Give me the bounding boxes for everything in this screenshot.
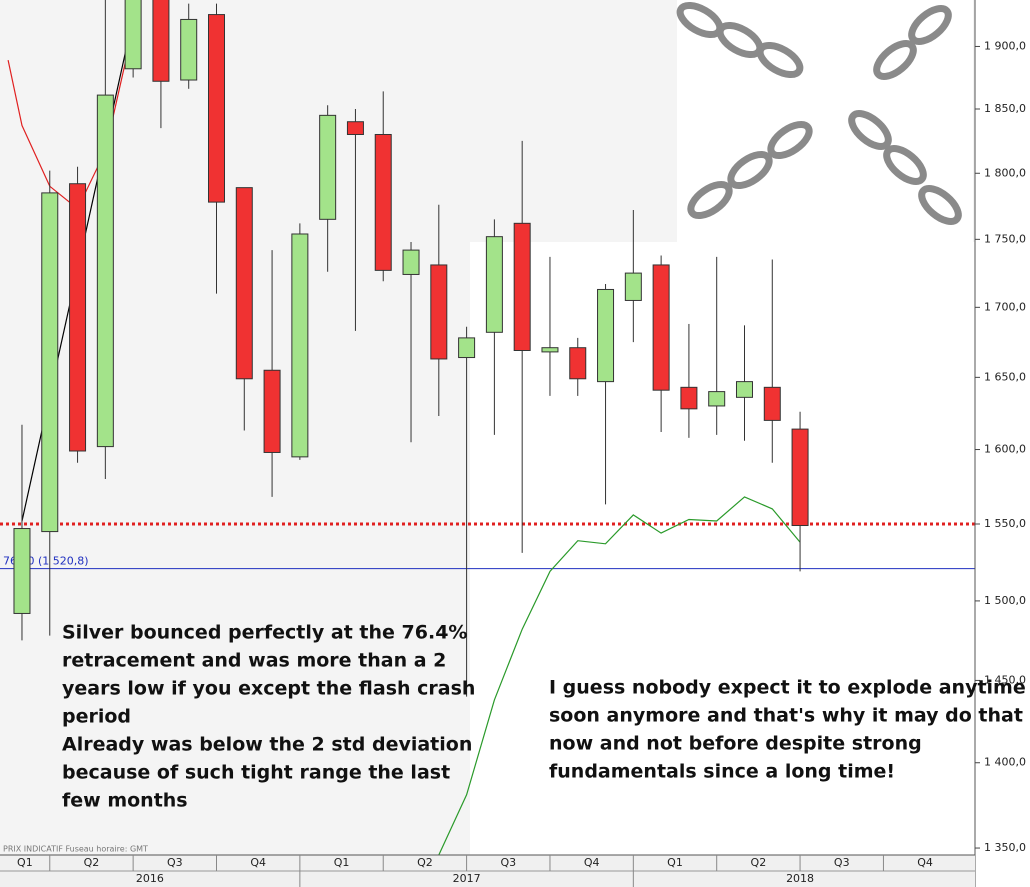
chain-image [676, 0, 973, 242]
x-tick-label: Q3 [167, 856, 183, 869]
y-tick-label: 1 550,0 [984, 517, 1026, 530]
year-label: 2016 [136, 872, 164, 885]
candle-body [708, 391, 726, 407]
candle-body [513, 222, 531, 352]
x-tick-label: Q2 [751, 856, 767, 869]
x-tick-label: Q4 [584, 856, 600, 869]
annotation-line: now and not before despite strong [549, 733, 922, 755]
candle-body [41, 192, 59, 533]
x-tick-label: Q4 [917, 856, 933, 869]
candle-body [541, 347, 559, 353]
year-label: 2017 [453, 872, 481, 885]
annotation-line: years low if you except the flash crash [62, 678, 475, 700]
annotation-line: soon anymore and that's why it may do th… [549, 705, 1023, 727]
candle-body [374, 133, 392, 271]
y-tick-label: 1 500,0 [984, 594, 1026, 607]
plot-area: 76,40 (1 520,8) [0, 0, 975, 855]
annotation-line: fundamentals since a long time! [549, 761, 895, 783]
y-tick-label: 1 850,0 [984, 102, 1026, 115]
plot-background-light [470, 242, 975, 855]
candle-body [680, 386, 698, 410]
candle-body [180, 18, 198, 81]
candle-body [791, 428, 809, 527]
y-tick-label: 1 400,0 [984, 756, 1026, 769]
y-tick-label: 1 750,0 [984, 232, 1026, 245]
indicator-line [438, 496, 801, 855]
y-tick-label: 1 800,0 [984, 166, 1026, 179]
candle-body [763, 386, 781, 421]
annotation-line: I guess nobody expect it to explode anyt… [549, 677, 1026, 699]
x-tick-label: Q1 [667, 856, 683, 869]
candle-body [69, 183, 87, 452]
annotation-line: retracement and was more than a 2 [62, 650, 446, 672]
annotation-line: because of such tight range the last [62, 762, 450, 784]
candle-body [430, 264, 448, 360]
candle-body [319, 114, 337, 220]
footer-note: PRIX INDICATIF Fuseau horaire: GMT [3, 845, 148, 854]
x-tick-label: Q2 [417, 856, 433, 869]
annotation-line: period [62, 706, 131, 728]
candle-body [152, 0, 170, 82]
x-tick-label: Q3 [500, 856, 516, 869]
candle-body [13, 528, 31, 614]
y-tick-label: 1 900,0 [984, 39, 1026, 52]
y-tick-label: 1 700,0 [984, 300, 1026, 313]
candle-body [263, 369, 281, 453]
y-tick-label: 1 600,0 [984, 443, 1026, 456]
y-tick-label: 1 650,0 [984, 370, 1026, 383]
y-tick-label: 1 450,0 [984, 673, 1026, 686]
candle-body [624, 272, 642, 301]
candle-body [208, 14, 225, 203]
candle-body [124, 0, 142, 70]
candle-body [291, 233, 309, 458]
candle-body [735, 381, 753, 398]
candle-body [652, 264, 670, 391]
x-tick-label: Q2 [84, 856, 100, 869]
candle-body [402, 249, 420, 275]
annotation-line: Already was below the 2 std deviation [62, 734, 472, 756]
annotation-line: few months [62, 790, 188, 812]
candle-body [458, 337, 476, 359]
candle-body [346, 121, 364, 135]
candle-body [96, 94, 114, 448]
x-tick-label: Q1 [17, 856, 33, 869]
x-tick-label: Q3 [834, 856, 850, 869]
annotation-line: Silver bounced perfectly at the 76.4% [62, 622, 467, 644]
candle-body [485, 236, 503, 333]
candle-body [597, 288, 615, 383]
x-tick-label: Q1 [334, 856, 350, 869]
x-tick-label: Q4 [250, 856, 266, 869]
candle-body [235, 187, 253, 380]
candle-body [569, 347, 587, 380]
y-tick-label: 1 350,0 [984, 841, 1026, 854]
year-label: 2018 [786, 872, 814, 885]
